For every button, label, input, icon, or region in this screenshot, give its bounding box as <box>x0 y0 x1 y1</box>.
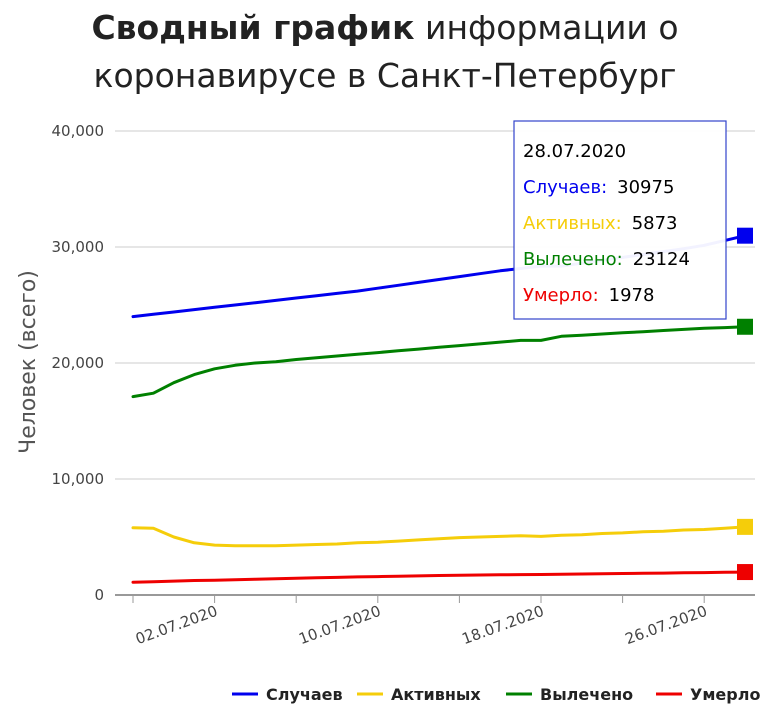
y-axis-label: Человек (всего) <box>16 270 41 454</box>
tooltip-date: 28.07.2020 <box>523 141 626 162</box>
legend-label-1[interactable]: Активных <box>391 685 481 704</box>
tooltip-row-value: 5873 <box>632 213 678 234</box>
tooltip-row-label: Случаев: <box>523 177 607 198</box>
legend[interactable]: Случаев Активных Вылечено Умерло <box>232 685 760 704</box>
series-line-2[interactable] <box>131 325 747 399</box>
tooltip-row-value: 30975 <box>617 177 674 198</box>
legend-label-0[interactable]: Случаев <box>266 685 343 704</box>
series-group <box>131 227 753 584</box>
tooltip-row-label: Вылечено: <box>523 249 623 270</box>
tooltip-row-1: Активных: 5873 <box>523 213 678 234</box>
series-end-marker-2[interactable] <box>737 318 753 335</box>
series-end-marker-3[interactable] <box>737 564 753 581</box>
x-tick-label: 02.07.2020 <box>133 602 220 648</box>
tooltip: 28.07.2020 Случаев: 30975 Активных: 5873 Выле… <box>513 120 727 320</box>
series-line-3[interactable] <box>131 570 747 584</box>
y-tick-label: 40,000 <box>52 122 105 140</box>
y-tick-label: 0 <box>94 586 104 604</box>
x-tick-label: 26.07.2020 <box>623 602 710 648</box>
tooltip-row-0: Случаев: 30975 <box>523 177 674 198</box>
chart-title-rest: информации о <box>425 8 679 47</box>
chart-title-bold: Сводный график <box>91 8 414 47</box>
tooltip-box <box>513 120 727 320</box>
series-line-1[interactable] <box>131 525 747 548</box>
tooltip-row-value: 23124 <box>633 249 690 270</box>
tooltip-row-label: Активных: <box>523 213 622 234</box>
tooltip-row-2: Вылечено: 23124 <box>523 249 690 270</box>
x-tick-label: 18.07.2020 <box>460 602 547 648</box>
chart-title-line2: коронавирусе в Санкт-Петербург <box>94 56 677 95</box>
series-end-marker-1[interactable] <box>737 518 753 535</box>
y-tick-label: 10,000 <box>52 470 105 488</box>
y-tick-label: 20,000 <box>52 354 105 372</box>
chart-title-line1: Сводный график информации о <box>91 8 678 47</box>
tooltip-row-label: Умерло: <box>523 285 599 306</box>
series-end-marker-0[interactable] <box>737 227 753 244</box>
x-tick-label: 10.07.2020 <box>296 602 383 648</box>
tooltip-row-value: 1978 <box>609 285 655 306</box>
legend-label-2[interactable]: Вылечено <box>540 685 633 704</box>
legend-label-3[interactable]: Умерло <box>690 685 760 704</box>
tooltip-row-3: Умерло: 1978 <box>523 285 654 306</box>
y-tick-label: 30,000 <box>52 238 105 256</box>
